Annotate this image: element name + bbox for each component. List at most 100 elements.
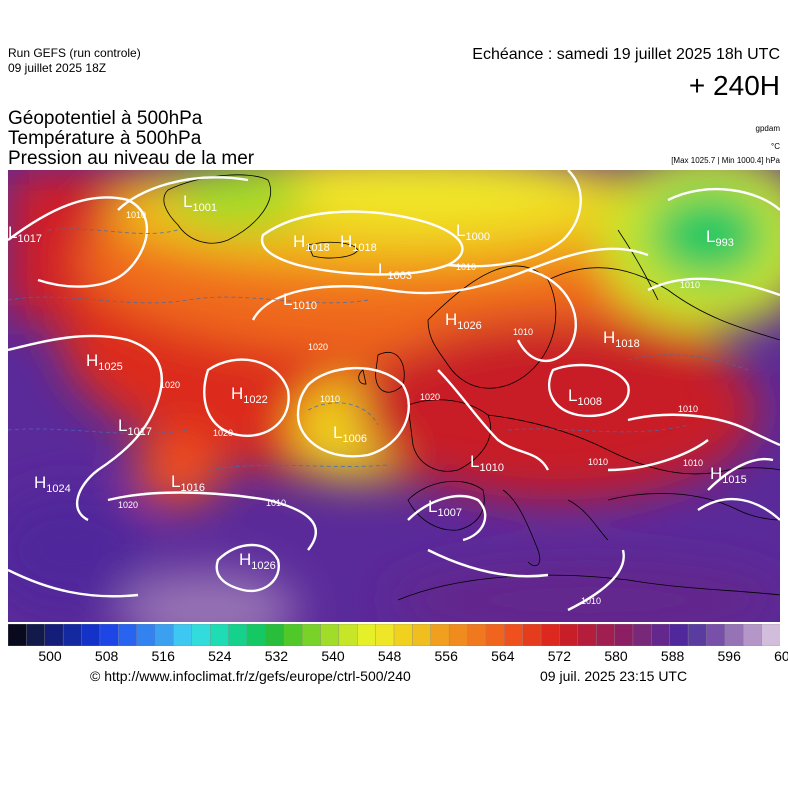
isobar-label: 1010 xyxy=(513,327,533,337)
scale-swatch xyxy=(26,624,46,646)
scale-swatch xyxy=(577,624,597,646)
pressure-center-l-1000: L1000 xyxy=(456,221,490,243)
isobar-label: 1010 xyxy=(266,498,286,508)
scale-swatch xyxy=(338,624,358,646)
scale-tick-label: 500 xyxy=(38,648,62,664)
isobar-label: 1010 xyxy=(581,596,601,606)
scale-tick-label: 588 xyxy=(660,648,685,664)
scale-swatch xyxy=(632,624,653,646)
scale-swatch xyxy=(283,624,303,646)
scale-swatch xyxy=(191,624,211,646)
title-slp: Pression au niveau de la mer xyxy=(8,148,255,169)
scale-tick-label: 596 xyxy=(717,648,741,664)
geopotential-field xyxy=(8,170,780,622)
pressure-center-h-1026-azores: H1026 xyxy=(239,550,276,572)
scale-tick-label: 548 xyxy=(377,648,402,664)
scale-swatch xyxy=(651,624,671,646)
pressure-center-l-1008: L1008 xyxy=(568,386,602,408)
scale-swatch xyxy=(614,624,634,646)
source-url[interactable]: © http://www.infoclimat.fr/z/gefs/europe… xyxy=(90,668,411,684)
unit-gpdam: gpdam xyxy=(755,124,780,133)
scale-swatch xyxy=(522,624,542,646)
scale-swatch xyxy=(743,624,763,646)
run-name: Run GEFS (run controle) xyxy=(8,46,141,60)
pressure-center-h-1018-a: H1018 xyxy=(293,232,330,254)
scale-tick-label: 580 xyxy=(604,648,628,664)
scale-swatch xyxy=(118,624,138,646)
scale-swatch xyxy=(209,624,230,646)
isobars xyxy=(8,170,780,612)
scale-swatch xyxy=(595,624,616,646)
pressure-center-h-1022: H1022 xyxy=(231,384,268,406)
title-geopotential: Géopotentiel à 500hPa xyxy=(8,108,203,129)
title-temperature: Température à 500hPa xyxy=(8,128,202,149)
pressure-center-l-1003: L1003 xyxy=(378,260,412,282)
isobar-label: 1020 xyxy=(213,428,233,438)
scale-swatch xyxy=(246,624,267,646)
isobar-label: 1020 xyxy=(308,342,328,352)
pressure-center-h-1025: H1025 xyxy=(86,351,123,373)
scale-swatch xyxy=(62,624,83,646)
scale-swatch xyxy=(301,624,322,646)
scale-tick-label: 524 xyxy=(208,648,232,664)
temperature-isotherms xyxy=(8,228,749,471)
valid-time: Echéance : samedi 19 juillet 2025 18h UT… xyxy=(472,46,780,63)
color-scale xyxy=(8,624,780,646)
scale-swatch xyxy=(8,624,28,646)
isobar-label: 1020 xyxy=(160,380,180,390)
scale-swatch xyxy=(320,624,340,646)
scale-tick-label: 556 xyxy=(434,648,458,664)
scale-swatch xyxy=(393,624,414,646)
pressure-center-l-1017-nw: L1017 xyxy=(8,223,42,245)
scale-swatch xyxy=(559,624,579,646)
unit-celsius: °C xyxy=(771,142,780,151)
generation-time: 09 juil. 2025 23:15 UTC xyxy=(540,668,688,684)
pressure-center-l-1016: L1016 xyxy=(171,472,205,494)
scale-tick-label: 508 xyxy=(94,648,119,664)
scale-swatch xyxy=(485,624,505,646)
scale-tick-label: 604 xyxy=(774,648,788,664)
isobar-label: 1020 xyxy=(420,392,440,402)
pressure-center-l-1017: L1017 xyxy=(118,416,152,438)
scale-swatch xyxy=(173,624,193,646)
unit-hpa-range: [Max 1025.7 | Min 1000.4] hPa xyxy=(671,156,780,165)
pressure-center-h-1026-scand: H1026 xyxy=(445,310,482,332)
isobar-label: 1010 xyxy=(588,457,608,467)
scale-swatch xyxy=(761,624,780,646)
scale-swatch xyxy=(412,624,432,646)
isobar-label: 1010 xyxy=(320,394,340,404)
pressure-center-h-1018-b: H1018 xyxy=(340,232,377,254)
scale-swatch xyxy=(375,624,395,646)
scale-swatch xyxy=(265,624,285,646)
scale-swatch xyxy=(467,624,487,646)
pressure-center-l-1006: L1006 xyxy=(333,423,367,445)
scale-swatch xyxy=(136,624,156,646)
pressure-center-l-1001-greenland: L1001 xyxy=(183,192,217,214)
scale-swatch xyxy=(669,624,689,646)
isobar-label: 1020 xyxy=(118,500,138,510)
scale-swatch xyxy=(448,624,469,646)
run-date: 09 juillet 2025 18Z xyxy=(8,61,107,75)
isobar-label: 1010 xyxy=(683,458,703,468)
pressure-center-l-1010-centre: L1010 xyxy=(470,452,504,474)
coastlines xyxy=(163,174,780,601)
scale-swatch xyxy=(504,624,524,646)
scale-swatch xyxy=(724,624,744,646)
scale-tick-label: 564 xyxy=(491,648,515,664)
pressure-center-h-1024: H1024 xyxy=(34,473,71,495)
pressure-center-h-1018-russia: H1018 xyxy=(603,328,640,350)
isobar-label: 1010 xyxy=(126,210,146,220)
scale-swatch xyxy=(228,624,248,646)
scale-swatch xyxy=(154,624,175,646)
isobar-label: 1010 xyxy=(456,262,476,272)
scale-swatch xyxy=(430,624,450,646)
scale-tick-label: 540 xyxy=(321,648,345,664)
scale-tick-label: 532 xyxy=(264,648,289,664)
forecast-hour: + 240H xyxy=(688,70,780,101)
pressure-center-l-1010-iceland: L1010 xyxy=(283,290,317,312)
isobar-label: 1010 xyxy=(678,404,698,414)
scale-swatch xyxy=(687,624,708,646)
isobar-label: 1010 xyxy=(680,280,700,290)
